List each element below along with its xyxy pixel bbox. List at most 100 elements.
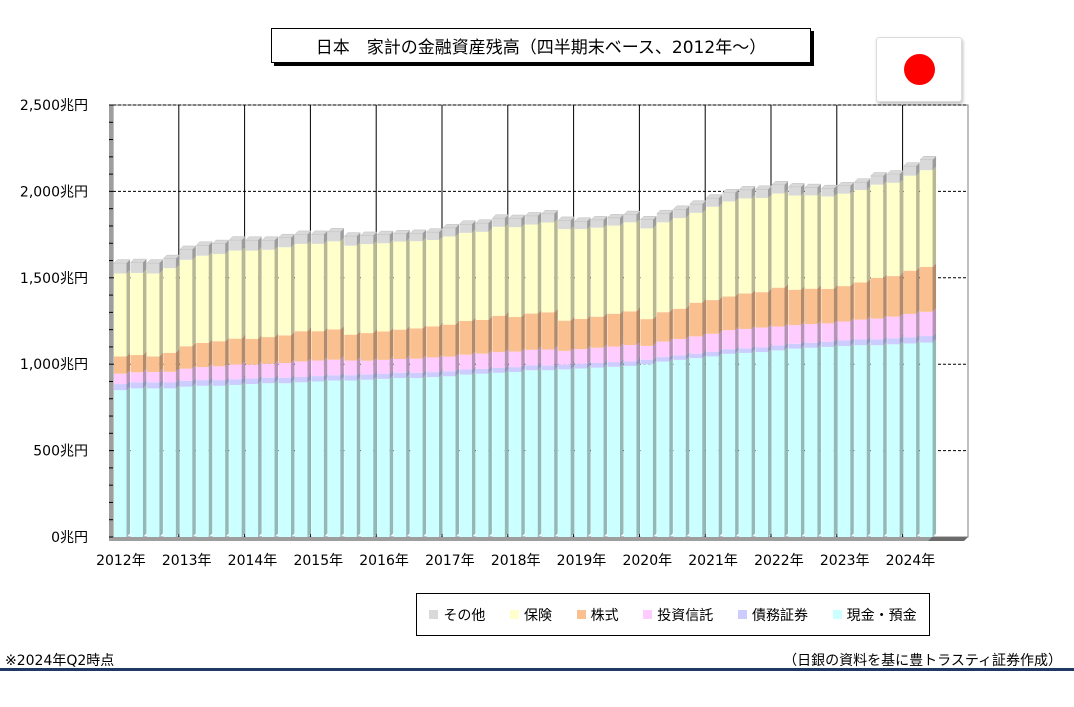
bar-segment	[755, 189, 769, 198]
bar-segment	[179, 386, 193, 537]
bar-segment	[541, 365, 555, 371]
bar-segment	[196, 342, 209, 368]
bar-segment	[887, 174, 900, 183]
bar-side	[356, 331, 361, 361]
bar-side	[751, 349, 756, 537]
bar-side	[422, 355, 427, 373]
bar-side	[521, 215, 525, 228]
bar-side	[291, 234, 295, 248]
bar-segment	[443, 376, 456, 537]
bar-side	[175, 379, 180, 389]
bar-side	[389, 375, 394, 537]
bar-segment	[788, 289, 801, 326]
bar-segment	[163, 352, 176, 372]
bar-segment	[294, 376, 308, 383]
bar-side	[356, 371, 361, 381]
bar-segment	[887, 182, 900, 277]
bar-side	[455, 233, 459, 325]
bar-segment	[574, 221, 588, 230]
bar-segment	[656, 312, 670, 342]
bar-top	[475, 219, 493, 224]
bar-side	[471, 317, 476, 355]
bar-side	[850, 337, 854, 347]
bar-side	[406, 369, 410, 379]
bar-segment	[706, 356, 719, 537]
bar-segment	[475, 223, 489, 232]
bar-side	[554, 210, 558, 223]
bar-side	[471, 371, 476, 537]
bar-segment	[525, 370, 538, 537]
bar-side	[323, 230, 328, 244]
bar-segment	[804, 195, 818, 289]
bar-top	[639, 215, 658, 220]
bar-segment	[525, 365, 538, 371]
bar-side	[274, 333, 279, 364]
bar-segment	[311, 381, 324, 537]
bar-segment	[410, 233, 423, 242]
bar-side	[883, 181, 887, 278]
bar-segment	[656, 341, 670, 358]
bar-side	[735, 189, 739, 202]
bar-side	[784, 181, 788, 194]
bar-segment	[920, 266, 933, 312]
bar-segment	[393, 233, 407, 242]
bar-side	[570, 317, 575, 351]
x-tick-label: 2017年	[425, 553, 475, 569]
bar-side	[800, 345, 805, 537]
bar-segment	[788, 186, 801, 196]
bar-segment	[722, 201, 736, 297]
bar-side	[126, 370, 130, 385]
bar-segment	[870, 339, 884, 346]
bar-side	[142, 269, 147, 356]
bar-side	[373, 240, 377, 334]
bar-side	[652, 224, 657, 320]
bar-side	[142, 378, 147, 389]
bar-side	[883, 172, 887, 185]
bar-segment	[591, 367, 604, 537]
bar-segment	[640, 219, 653, 229]
bar-side	[735, 350, 739, 537]
bar-segment	[640, 228, 653, 320]
bar-segment	[689, 358, 703, 537]
bar-side	[751, 194, 756, 294]
bar-segment	[558, 320, 571, 351]
bar-side	[537, 212, 542, 225]
bar-side	[685, 356, 690, 537]
bar-segment	[262, 240, 275, 250]
bar-segment	[377, 331, 390, 360]
bar-segment	[656, 213, 670, 223]
bar-side	[258, 380, 262, 537]
bar-segment	[870, 176, 884, 185]
bar-segment	[410, 372, 423, 379]
bar-segment	[558, 229, 571, 321]
bar-side	[570, 225, 575, 321]
bar-side	[241, 335, 246, 365]
chart-legend: その他 保険 株式 投資信託 債務証券 現金・預金	[416, 593, 930, 636]
bar-side	[800, 286, 805, 326]
bar-segment	[887, 276, 900, 317]
bar-segment	[722, 330, 736, 350]
bar-segment	[837, 185, 851, 194]
bar-side	[817, 344, 821, 537]
bar-segment	[574, 363, 588, 369]
bar-segment	[146, 356, 160, 372]
left-wall	[109, 105, 113, 541]
bar-segment	[212, 253, 226, 342]
legend-label: その他	[443, 607, 486, 624]
bar-segment	[804, 342, 818, 348]
bar-segment	[262, 337, 275, 364]
bar-side	[142, 351, 147, 373]
bar-segment	[245, 364, 259, 379]
bar-segment	[508, 218, 522, 228]
bar-side	[422, 374, 427, 537]
bar-side	[192, 342, 196, 369]
bar-segment	[229, 240, 242, 251]
bar-side	[356, 377, 361, 537]
bar-side	[455, 321, 459, 357]
bar-top	[343, 232, 361, 237]
bar-segment	[130, 388, 143, 537]
bar-side	[175, 264, 180, 353]
legend-label: 保険	[523, 607, 552, 624]
bar-segment	[475, 231, 489, 320]
bar-top	[146, 259, 164, 264]
